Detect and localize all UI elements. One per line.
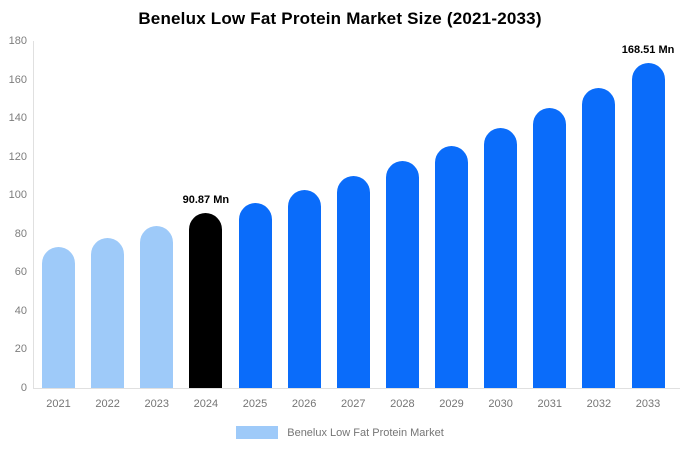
- bar-2033[interactable]: [631, 63, 665, 388]
- bar-2029[interactable]: [435, 146, 469, 388]
- y-axis-tick-label: 60: [14, 266, 27, 279]
- chart-title: Benelux Low Fat Protein Market Size (202…: [138, 9, 542, 28]
- x-axis-tick-label: 2025: [242, 398, 268, 410]
- x-axis-tick-label: 2028: [390, 398, 415, 410]
- x-axis-tick-label: 2026: [291, 398, 317, 410]
- x-axis-tick-label: 2023: [144, 398, 169, 410]
- bar-2030[interactable]: [484, 127, 518, 388]
- bar-2027[interactable]: [336, 175, 370, 388]
- y-axis-line: [33, 41, 34, 388]
- bar-2026[interactable]: [287, 190, 321, 388]
- legend-label[interactable]: Benelux Low Fat Protein Market: [287, 426, 444, 439]
- x-axis-tick-label: 2033: [635, 398, 661, 410]
- y-axis-tick-label: 140: [8, 112, 27, 125]
- x-axis-tick-label: 2030: [488, 398, 513, 410]
- data-label-2033: 168.51 Mn: [621, 44, 675, 57]
- legend-swatch[interactable]: [236, 426, 279, 439]
- x-axis-line: [33, 388, 680, 389]
- bar-2032[interactable]: [582, 88, 616, 388]
- bar-2031[interactable]: [533, 108, 567, 388]
- x-axis-tick-label: 2032: [586, 398, 612, 410]
- x-axis-tick-label: 2022: [95, 398, 120, 410]
- x-axis-tick-label: 2024: [193, 398, 219, 410]
- x-axis-tick-label: 2021: [46, 398, 71, 410]
- y-axis-tick-label: 40: [14, 304, 27, 317]
- y-axis-tick-label: 180: [8, 35, 27, 47]
- bar-2028[interactable]: [385, 160, 419, 388]
- y-axis-tick-label: 120: [8, 150, 27, 163]
- x-axis-tick-label: 2029: [439, 398, 464, 410]
- y-axis-tick-label: 80: [14, 227, 27, 240]
- x-axis-tick-label: 2027: [341, 398, 366, 410]
- y-axis-tick-label: 160: [8, 73, 27, 86]
- data-label-2024: 90.87 Mn: [182, 193, 230, 206]
- y-axis-tick-label: 100: [8, 189, 27, 202]
- legend[interactable]: Benelux Low Fat Protein Market: [0, 426, 680, 439]
- y-axis-tick-label: 20: [14, 343, 27, 356]
- bar-2021[interactable]: [42, 247, 75, 388]
- bar-2023[interactable]: [140, 226, 174, 388]
- y-axis-tick-label: 0: [20, 382, 27, 394]
- bar-2024[interactable]: [189, 212, 223, 388]
- x-axis-tick-label: 2031: [537, 398, 563, 410]
- bar-2022[interactable]: [91, 237, 125, 388]
- bar-2025[interactable]: [238, 202, 272, 388]
